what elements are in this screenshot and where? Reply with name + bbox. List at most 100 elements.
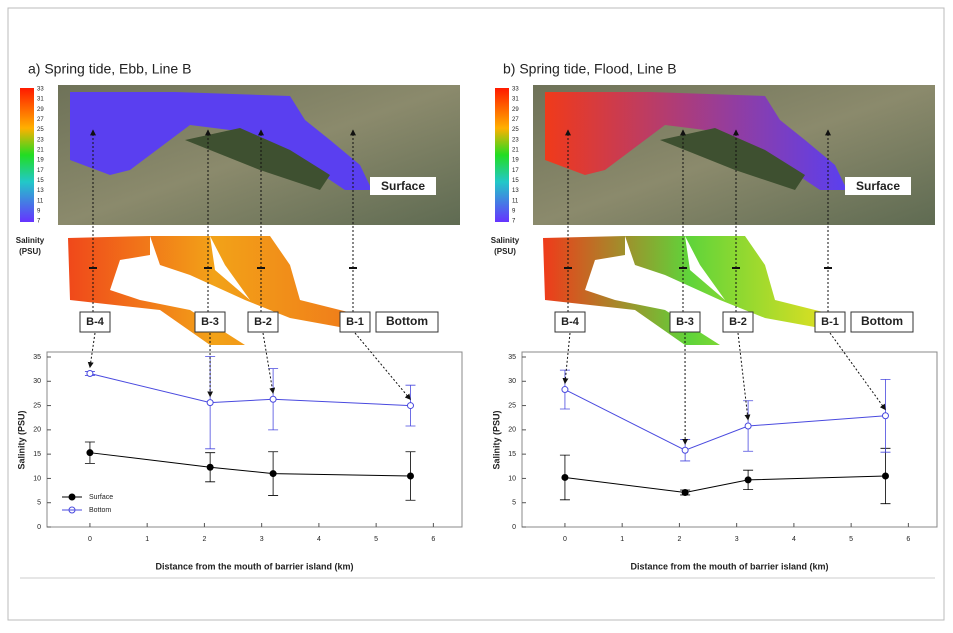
colorbar-tick-label: 17 xyxy=(37,168,44,174)
x-tick-label: 5 xyxy=(849,536,853,543)
x-tick-label: 4 xyxy=(317,536,321,543)
station-label: B-2 xyxy=(729,316,747,328)
station-label: B-4 xyxy=(86,316,105,328)
station-label: B-2 xyxy=(254,316,272,328)
x-tick-label: 1 xyxy=(145,536,149,543)
y-tick-label: 30 xyxy=(508,378,516,385)
x-tick-label: 2 xyxy=(677,536,681,543)
data-point xyxy=(562,387,568,393)
y-tick-label: 10 xyxy=(508,475,516,482)
colorbar-tick-label: 23 xyxy=(37,137,44,143)
colorbar-tick-label: 21 xyxy=(512,148,519,154)
colorbar-tick-label: 25 xyxy=(37,127,44,133)
station-label: B-3 xyxy=(201,316,219,328)
colorbar-tick-label: 13 xyxy=(512,188,519,194)
y-tick-label: 20 xyxy=(508,427,516,434)
colorbar-tick-label: 29 xyxy=(37,107,44,113)
colorbar-tick-label: 31 xyxy=(37,97,44,103)
bottom-label: Bottom xyxy=(386,314,428,328)
colorbar-tick-label: 23 xyxy=(512,137,519,143)
colorbar-tick-label: 33 xyxy=(512,87,519,93)
legend-label: Bottom xyxy=(89,507,111,514)
data-point xyxy=(682,447,688,453)
y-tick-label: 20 xyxy=(33,427,41,434)
x-tick-label: 3 xyxy=(735,536,739,543)
colorbar-tick-label: 9 xyxy=(512,208,516,214)
colorbar-tick-label: 7 xyxy=(512,219,516,225)
colorbar-tick-label: 7 xyxy=(37,219,41,225)
y-tick-label: 25 xyxy=(33,402,41,409)
colorbar-tick-label: 19 xyxy=(512,158,519,164)
x-tick-label: 1 xyxy=(620,536,624,543)
colorbar-tick-label: 29 xyxy=(512,107,519,113)
x-tick-label: 5 xyxy=(374,536,378,543)
colorbar-label: (PSU) xyxy=(494,247,516,256)
colorbar-tick-label: 17 xyxy=(512,168,519,174)
y-tick-label: 0 xyxy=(37,524,41,531)
data-point xyxy=(270,471,276,477)
colorbar-tick-label: 15 xyxy=(37,178,44,184)
data-point xyxy=(407,473,413,479)
panel-title: b) Spring tide, Flood, Line B xyxy=(503,61,677,77)
colorbar-tick-label: 15 xyxy=(512,178,519,184)
x-tick-label: 4 xyxy=(792,536,796,543)
x-tick-label: 0 xyxy=(563,536,567,543)
y-tick-label: 0 xyxy=(512,524,516,531)
colorbar-tick-label: 27 xyxy=(512,117,519,123)
colorbar-tick-label: 21 xyxy=(37,148,44,154)
data-point xyxy=(745,423,751,429)
data-point xyxy=(87,371,93,377)
y-tick-label: 35 xyxy=(33,354,41,361)
y-axis-label: Salinity (PSU) xyxy=(16,410,26,469)
surface-label: Surface xyxy=(856,179,900,193)
data-point xyxy=(407,403,413,409)
colorbar-tick-label: 31 xyxy=(512,97,519,103)
legend-label: Surface xyxy=(89,494,113,501)
data-point xyxy=(270,396,276,402)
station-label: B-4 xyxy=(561,316,580,328)
data-point xyxy=(562,474,568,480)
y-tick-label: 35 xyxy=(508,354,516,361)
y-tick-label: 15 xyxy=(508,451,516,458)
x-tick-label: 2 xyxy=(202,536,206,543)
surface-label: Surface xyxy=(381,179,425,193)
y-tick-label: 10 xyxy=(33,475,41,482)
colorbar xyxy=(20,88,34,222)
x-tick-label: 3 xyxy=(260,536,264,543)
x-tick-label: 0 xyxy=(88,536,92,543)
plot-frame xyxy=(522,352,937,527)
data-point xyxy=(882,473,888,479)
colorbar-tick-label: 19 xyxy=(37,158,44,164)
data-point xyxy=(207,464,213,470)
y-tick-label: 30 xyxy=(33,378,41,385)
x-axis-label: Distance from the mouth of barrier islan… xyxy=(630,561,828,571)
data-point xyxy=(207,400,213,406)
colorbar-tick-label: 9 xyxy=(37,208,41,214)
y-axis-label: Salinity (PSU) xyxy=(491,410,501,469)
x-tick-label: 6 xyxy=(431,536,435,543)
x-tick-label: 6 xyxy=(906,536,910,543)
colorbar-tick-label: 13 xyxy=(37,188,44,194)
colorbar-tick-label: 27 xyxy=(37,117,44,123)
x-axis-label: Distance from the mouth of barrier islan… xyxy=(155,561,353,571)
colorbar-label: (PSU) xyxy=(19,247,41,256)
y-tick-label: 5 xyxy=(37,500,41,507)
panel-title: a) Spring tide, Ebb, Line B xyxy=(28,61,191,77)
y-tick-label: 25 xyxy=(508,402,516,409)
colorbar-tick-label: 25 xyxy=(512,127,519,133)
y-tick-label: 5 xyxy=(512,500,516,507)
station-label: B-1 xyxy=(346,316,364,328)
colorbar-tick-label: 11 xyxy=(37,198,44,204)
data-point xyxy=(87,450,93,456)
data-point xyxy=(882,413,888,419)
bottom-label: Bottom xyxy=(861,314,903,328)
data-point xyxy=(682,490,688,496)
colorbar-label: Salinity xyxy=(491,236,520,245)
station-label: B-1 xyxy=(821,316,839,328)
colorbar xyxy=(495,88,509,222)
y-tick-label: 15 xyxy=(33,451,41,458)
colorbar-label: Salinity xyxy=(16,236,45,245)
colorbar-tick-label: 11 xyxy=(512,198,519,204)
